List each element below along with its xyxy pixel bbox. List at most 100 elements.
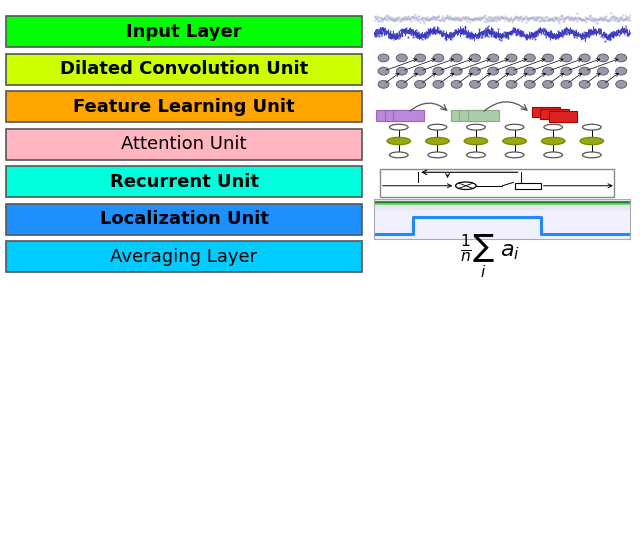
FancyBboxPatch shape bbox=[515, 183, 541, 189]
Point bbox=[461, 32, 471, 41]
Point bbox=[411, 30, 421, 39]
Circle shape bbox=[582, 124, 601, 130]
Point bbox=[422, 16, 432, 24]
Point bbox=[527, 13, 538, 22]
Point bbox=[509, 13, 520, 22]
FancyBboxPatch shape bbox=[532, 107, 561, 117]
Point bbox=[448, 29, 458, 38]
Point bbox=[577, 16, 587, 24]
Text: Averaging Layer: Averaging Layer bbox=[111, 248, 257, 266]
Point bbox=[607, 28, 618, 36]
Circle shape bbox=[396, 54, 407, 62]
Circle shape bbox=[470, 80, 481, 88]
Point bbox=[412, 13, 422, 21]
Point bbox=[524, 13, 534, 22]
Point bbox=[507, 18, 517, 26]
Point bbox=[620, 16, 630, 24]
Point bbox=[438, 12, 448, 21]
Point bbox=[445, 13, 456, 22]
Point bbox=[544, 32, 554, 40]
Point bbox=[532, 15, 542, 24]
Point bbox=[449, 14, 459, 23]
Point bbox=[496, 36, 506, 44]
Point bbox=[618, 16, 628, 24]
Point bbox=[440, 34, 451, 42]
Circle shape bbox=[506, 67, 517, 75]
Point bbox=[460, 23, 470, 31]
Point bbox=[399, 26, 409, 35]
Point bbox=[415, 32, 425, 41]
Point bbox=[374, 16, 384, 25]
Point bbox=[390, 34, 400, 42]
Point bbox=[609, 13, 620, 22]
Circle shape bbox=[582, 152, 601, 158]
Point bbox=[397, 26, 408, 34]
Point bbox=[498, 13, 508, 21]
Point bbox=[572, 17, 582, 25]
Point bbox=[550, 33, 560, 42]
Point bbox=[541, 13, 552, 21]
Text: $\frac{1}{n}\sum_{i}\ a_i$: $\frac{1}{n}\sum_{i}\ a_i$ bbox=[460, 233, 520, 280]
Point bbox=[615, 13, 625, 21]
Point bbox=[466, 14, 476, 23]
Circle shape bbox=[415, 80, 426, 88]
Point bbox=[572, 9, 582, 17]
Point bbox=[609, 14, 620, 23]
Point bbox=[431, 15, 442, 24]
Point bbox=[591, 14, 601, 23]
Point bbox=[568, 14, 579, 23]
Point bbox=[377, 29, 387, 38]
Point bbox=[438, 15, 449, 24]
Point bbox=[378, 25, 388, 33]
Point bbox=[540, 16, 550, 24]
Point bbox=[384, 30, 394, 39]
Circle shape bbox=[616, 54, 627, 62]
Point bbox=[449, 13, 460, 22]
Point bbox=[557, 31, 567, 40]
Circle shape bbox=[389, 152, 408, 158]
Point bbox=[510, 12, 520, 20]
Point bbox=[446, 14, 456, 23]
Point bbox=[470, 16, 480, 24]
Point bbox=[470, 15, 481, 24]
Point bbox=[520, 14, 531, 23]
Point bbox=[378, 14, 388, 23]
Point bbox=[450, 12, 460, 21]
Point bbox=[413, 16, 424, 25]
Point bbox=[597, 14, 607, 23]
Point bbox=[372, 31, 383, 40]
Point bbox=[595, 25, 605, 33]
Point bbox=[585, 11, 595, 20]
Point bbox=[559, 16, 569, 25]
Point bbox=[462, 33, 472, 42]
Point bbox=[600, 14, 611, 23]
Point bbox=[497, 13, 508, 21]
Point bbox=[474, 13, 484, 21]
Point bbox=[376, 17, 387, 25]
Point bbox=[548, 17, 558, 25]
Point bbox=[549, 31, 559, 40]
Point bbox=[588, 27, 598, 36]
Point bbox=[464, 32, 474, 40]
Point bbox=[380, 14, 390, 23]
Circle shape bbox=[396, 67, 407, 75]
Point bbox=[509, 14, 520, 23]
Point bbox=[508, 15, 518, 24]
Point bbox=[378, 24, 388, 32]
Point bbox=[502, 29, 513, 38]
Point bbox=[618, 26, 628, 35]
Point bbox=[384, 33, 394, 41]
Point bbox=[499, 14, 509, 23]
Point bbox=[442, 14, 452, 23]
Point bbox=[576, 15, 586, 24]
Circle shape bbox=[433, 67, 444, 75]
Point bbox=[566, 15, 576, 24]
Point bbox=[528, 12, 538, 21]
Point bbox=[515, 15, 525, 24]
Point bbox=[599, 14, 609, 23]
Point bbox=[490, 31, 500, 39]
Point bbox=[612, 29, 623, 38]
Point bbox=[556, 15, 566, 24]
Point bbox=[517, 16, 527, 25]
Point bbox=[437, 16, 447, 24]
